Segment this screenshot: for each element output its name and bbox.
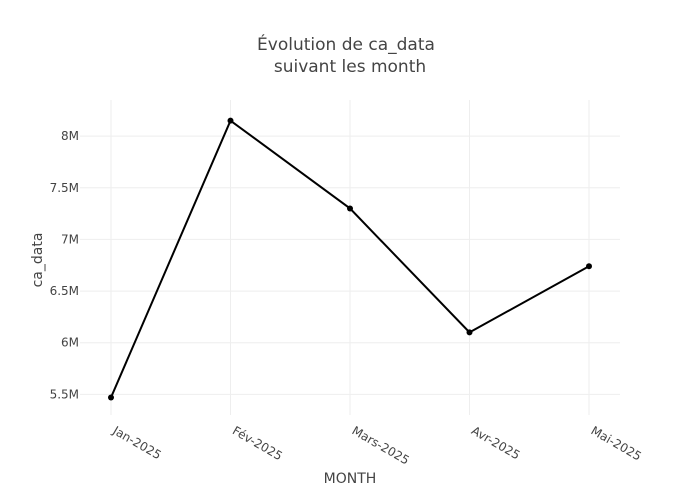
y-tick-label: 8M — [61, 129, 79, 143]
y-tick-label: 7.5M — [50, 181, 79, 195]
x-axis-title: MONTH — [324, 471, 377, 487]
x-tick-label: Mai-2025 — [589, 423, 644, 463]
x-axis-ticks: Jan-2025 Fév-2025 Mars-2025 Avr-2025 Mai-202… — [110, 423, 644, 468]
series-layer — [108, 117, 592, 401]
x-tick-label: Fév-2025 — [230, 423, 285, 463]
chart-title-line-2: suivant les month — [274, 57, 426, 77]
x-tick-label: Mars-2025 — [350, 423, 412, 467]
data-point[interactable] — [586, 263, 592, 270]
y-tick-label: 5.5M — [50, 387, 79, 401]
y-tick-label: 6M — [61, 336, 79, 350]
data-point[interactable] — [227, 117, 234, 124]
x-tick-label: Jan-2025 — [110, 423, 164, 462]
chart-title-line-1: Évolution de ca_data — [257, 33, 435, 55]
y-tick-label: 6.5M — [50, 284, 79, 298]
y-axis-title: ca_data — [30, 233, 46, 288]
data-point[interactable] — [466, 329, 473, 336]
data-point[interactable] — [108, 394, 114, 401]
x-tick-label: Avr-2025 — [469, 423, 522, 462]
data-point[interactable] — [347, 205, 353, 212]
grid-layer — [80, 100, 620, 415]
y-tick-label: 7M — [61, 232, 79, 246]
y-axis-ticks: 5.5M 6M 6.5M 7M 7.5M 8M — [50, 129, 79, 401]
